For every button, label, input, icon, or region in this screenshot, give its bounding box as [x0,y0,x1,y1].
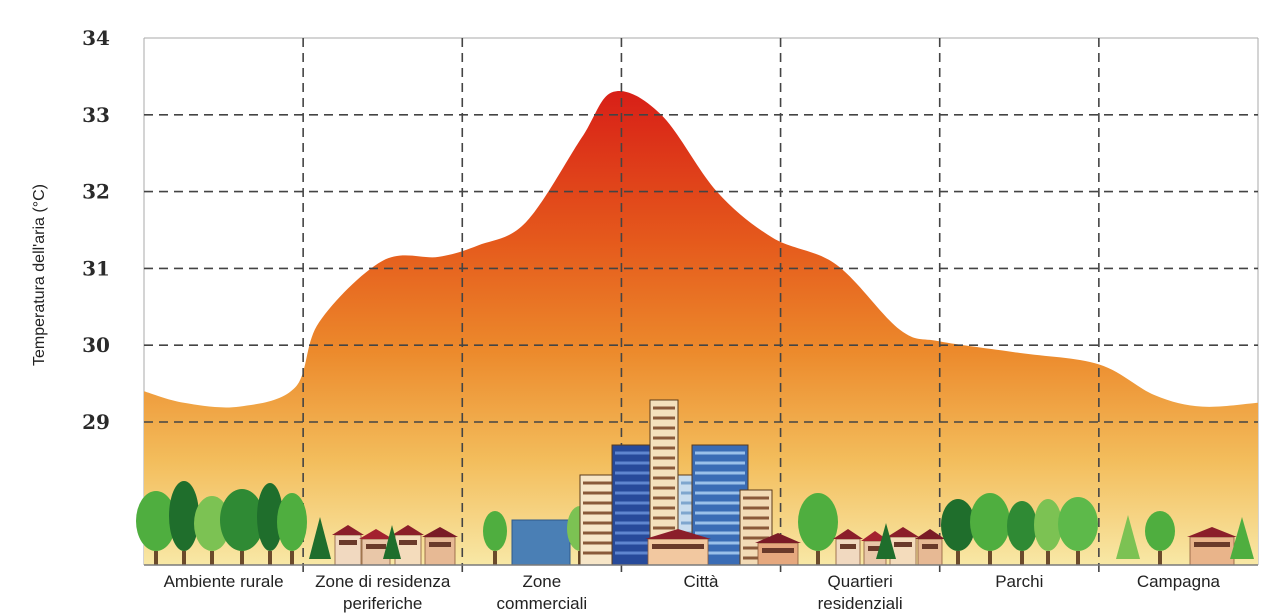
house-suburb-0-window [339,540,357,545]
house-residential-3-window [922,544,938,549]
x-axis-categories: Ambiente rurale Zone di residenza periferi… [164,572,1221,613]
y-tick-label-29: 29 [82,410,110,434]
house-residential-0 [835,538,861,566]
house-city-1-roof [755,533,801,543]
skyline-illustration [136,399,1254,566]
x-category-label: Campagna [1137,572,1221,591]
house-suburb-2 [394,534,422,566]
tree-rural-5 [277,493,307,551]
house-suburb-2-window [399,540,417,545]
house-residential-3 [917,538,943,566]
y-tick-label-30: 30 [82,333,110,357]
tree-rural-3-trunk [240,551,244,565]
grid [144,38,1258,575]
x-category-label: commerciali [497,594,588,613]
house-suburb-0 [334,534,362,566]
house-residential-0-window [840,544,856,549]
tree-rural-1 [169,481,199,551]
tree-park-1-trunk [988,551,992,565]
house-residential-1-window [868,546,882,551]
house-city-1 [757,542,799,566]
house-residential-2 [889,536,917,566]
x-category-label: Quartieri [828,572,893,591]
house-suburb-1-roof [359,529,393,539]
tree-rural-0 [136,491,176,551]
tree-rural-2-trunk [210,551,214,565]
house-suburb-3-roof [422,527,458,537]
x-category-label: periferiche [343,594,422,613]
tree-rural-3 [220,489,264,551]
tree-rural-4 [257,483,283,551]
tree-park-3-trunk [1046,551,1050,565]
temperature-profile-area [144,90,1258,566]
house-residential-2-roof [887,527,919,537]
x-category-label: Ambiente rurale [164,572,284,591]
pine-country-0 [1116,515,1140,559]
tree-park-0-trunk [956,551,960,565]
house-suburb-3 [424,536,456,566]
tree-rural-4-trunk [268,551,272,565]
tree-commercial-0 [483,511,507,551]
x-category-label: Zone [522,572,561,591]
house-country-0 [1189,536,1235,566]
tree-rural-0-trunk [154,551,158,565]
tree-park-2-trunk [1020,551,1024,565]
tree-commercial-0-trunk [493,551,497,565]
house-city-0-roof [645,529,711,539]
tree-residential-0-trunk [816,551,820,565]
house-city-0 [647,538,709,566]
x-category-label: Parchi [995,572,1043,591]
tree-park-3 [1034,499,1062,551]
y-tick-label-33: 33 [82,103,110,127]
house-city-1-window [762,548,794,553]
tree-residential-0 [798,493,838,551]
house-city-0-window [652,544,704,549]
x-category-label: residenziali [818,594,903,613]
tree-park-4-trunk [1076,551,1080,565]
y-tick-label-31: 31 [82,256,110,280]
tree-rural-5-trunk [290,551,294,565]
tree-park-2 [1007,501,1037,551]
tree-country-0-trunk [1158,551,1162,565]
pine-suburb-0 [309,517,331,559]
building-commercial [511,519,571,566]
house-suburb-0-roof [332,525,364,535]
tree-rural-1-trunk [182,551,186,565]
tree-park-1 [970,493,1010,551]
x-category-label: Città [684,572,720,591]
pine-suburb-1 [383,525,401,559]
y-tick-label-32: 32 [82,180,110,204]
house-country-0-window [1194,542,1230,547]
pine-residential-0 [876,523,896,559]
house-residential-3-roof [915,529,945,539]
house-suburb-3-window [429,542,451,547]
house-country-0-roof [1187,527,1237,537]
house-residential-0-roof [833,529,863,539]
tree-rural-2 [194,496,230,551]
house-suburb-2-roof [392,525,424,535]
house-residential-2-window [894,542,912,547]
tree-park-4 [1058,497,1098,551]
tree-country-0 [1145,511,1175,551]
pine-country-1 [1230,517,1254,559]
x-category-label: Zone di residenza [315,572,451,591]
y-axis-ticks: 29 30 31 32 33 34 [82,26,110,434]
tree-park-0 [941,499,975,551]
house-suburb-1-window [366,544,386,549]
y-axis-label: Temperatura dell'aria (°C) [31,184,48,366]
y-tick-label-34: 34 [82,26,110,50]
